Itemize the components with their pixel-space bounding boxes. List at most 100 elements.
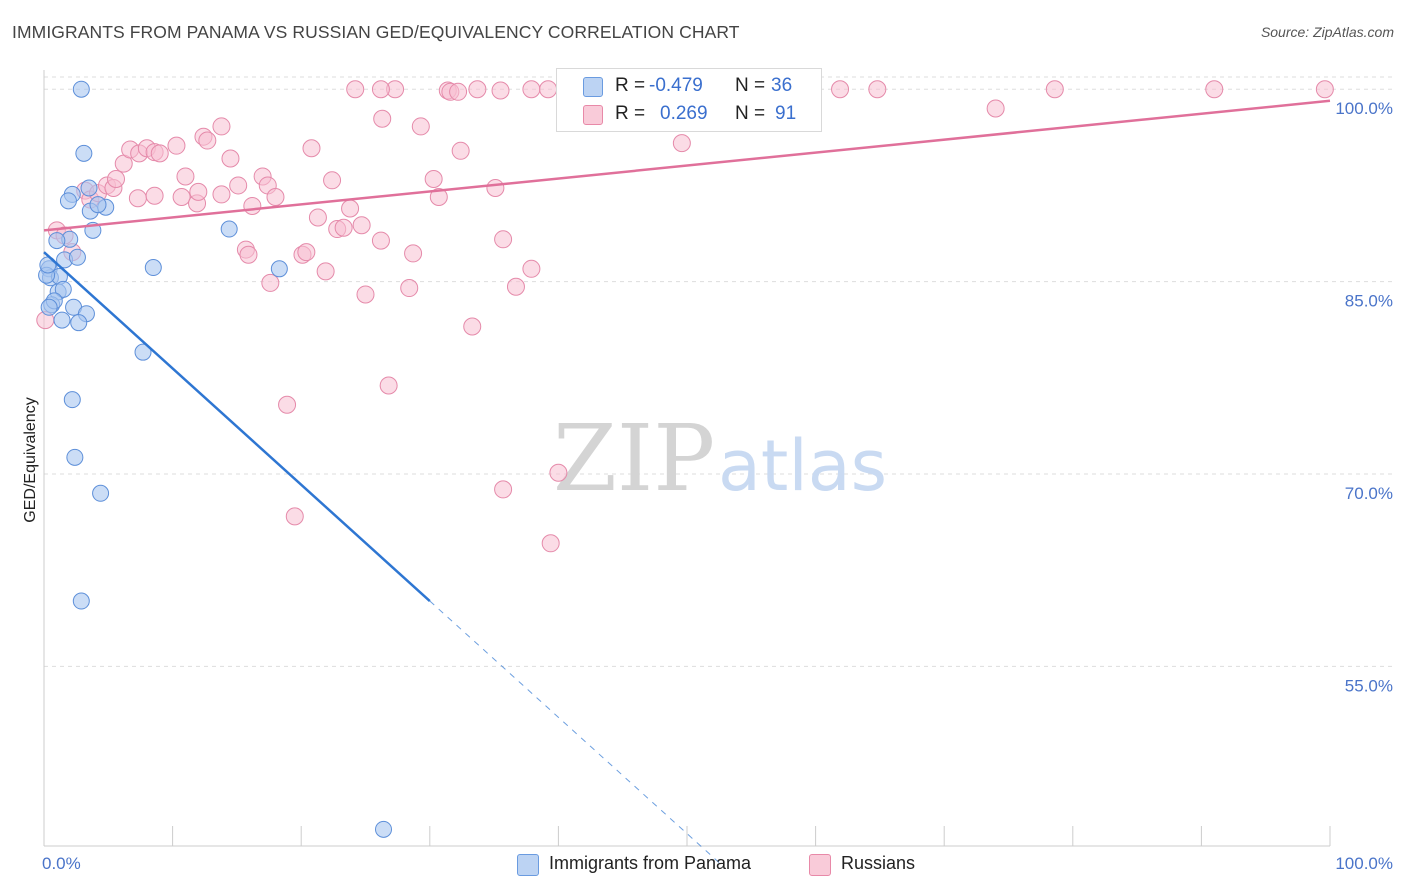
russians-point — [243, 196, 262, 215]
russians-point — [334, 218, 353, 237]
russians-point — [424, 170, 443, 189]
panama-point — [40, 298, 58, 316]
russians-point — [278, 395, 297, 414]
russians-point — [172, 187, 191, 206]
russians-point — [371, 80, 390, 99]
legend-n-value: 91 — [775, 103, 797, 124]
russians-point — [429, 187, 448, 206]
chart-title: IMMIGRANTS FROM PANAMA VS RUSSIAN GED/EQ… — [12, 22, 740, 42]
russians-point — [285, 507, 304, 526]
russians-point — [221, 149, 240, 168]
correlation-legend: R = -0.479 N = 36 R = 0.269 N = 91 — [556, 68, 822, 132]
legend-r-value: -0.479 — [649, 75, 703, 96]
watermark-atlas: atlas — [718, 425, 887, 507]
legend-row-panama: R = -0.479 N = 36 — [557, 72, 821, 100]
russians-point — [212, 185, 231, 204]
russians-point — [404, 244, 423, 263]
legend-r-label: R = — [615, 75, 646, 96]
russians-point — [831, 80, 850, 99]
russians-points — [36, 80, 1334, 553]
legend-n-label: N = — [735, 75, 766, 96]
russians-point — [541, 534, 560, 553]
legend-row-russians: R = 0.269 N = 91 — [557, 100, 821, 128]
russians-point — [198, 131, 217, 150]
panama-trend-line — [43, 251, 431, 602]
bottom-legend-label: Russians — [841, 853, 916, 873]
russians-point — [1205, 80, 1224, 99]
russians-point — [539, 80, 558, 99]
russians-point — [494, 230, 513, 249]
russians-point — [1315, 80, 1334, 99]
russians-point — [308, 208, 327, 227]
panama-point — [72, 80, 90, 98]
y-axis-label: GED/Equivalency — [22, 397, 39, 522]
russians-point — [150, 144, 169, 163]
russians-point — [316, 262, 335, 281]
panama-point — [59, 192, 77, 210]
panama-point — [134, 343, 152, 361]
russians-point — [451, 141, 470, 160]
russians-point — [371, 231, 390, 250]
tick-label-layer: 55.0% 70.0% 85.0% 100.0% 0.0% 100.0% — [42, 99, 1393, 873]
panama-point — [54, 280, 72, 298]
russians-point — [468, 80, 487, 99]
russians-point — [672, 134, 691, 153]
panama-point — [63, 391, 81, 409]
russians-point — [868, 80, 887, 99]
panama-points — [38, 80, 393, 838]
grid-layer — [44, 76, 1393, 667]
legend-swatch-russians — [583, 105, 603, 125]
russians-point — [506, 277, 525, 296]
russians-point — [297, 243, 316, 262]
y-tick-label: 55.0% — [1345, 676, 1393, 695]
bottom-swatch-panama — [517, 854, 539, 876]
y-tick-label: 100.0% — [1335, 99, 1393, 118]
panama-trend-extension — [429, 600, 720, 864]
watermark-zip: ZIP — [553, 405, 715, 512]
panama-point — [220, 220, 238, 238]
russians-point — [352, 216, 371, 235]
russians-point — [302, 139, 321, 158]
panama-point — [80, 179, 98, 197]
russians-point — [486, 179, 505, 198]
legend-swatch-panama — [583, 77, 603, 97]
panama-point — [66, 448, 84, 466]
russians-point — [346, 80, 365, 99]
russians-point — [449, 82, 468, 101]
russians-point — [986, 99, 1005, 118]
russians-point — [266, 187, 285, 206]
russians-point — [494, 480, 513, 499]
x-tick-label: 0.0% — [42, 854, 81, 873]
russians-point — [212, 117, 231, 136]
russians-point — [373, 109, 392, 128]
russians-point — [463, 317, 482, 336]
russians-point — [1045, 80, 1064, 99]
russians-point — [128, 189, 147, 208]
russians-point — [379, 376, 398, 395]
russians-point — [522, 259, 541, 278]
bottom-swatch-russians — [809, 854, 831, 876]
panama-point — [92, 484, 110, 502]
russians-point — [341, 199, 360, 218]
legend-r-label: R = — [615, 103, 646, 124]
russians-point — [229, 176, 248, 195]
source-credit: Source: ZipAtlas.com — [1260, 24, 1394, 40]
legend-n-label: N = — [735, 103, 766, 124]
russians-point — [189, 182, 208, 201]
panama-point — [89, 196, 107, 214]
russians-point — [107, 170, 126, 189]
axis-layer — [43, 70, 1331, 847]
panama-point — [270, 260, 288, 278]
russians-point — [411, 117, 430, 136]
panama-point — [375, 820, 393, 838]
russians-trend-line — [43, 99, 1331, 232]
russians-point — [167, 136, 186, 155]
x-tick-label: 100.0% — [1335, 854, 1393, 873]
panama-point — [68, 248, 86, 266]
russians-point — [491, 81, 510, 100]
legend-r-value: 0.269 — [660, 103, 708, 124]
russians-point — [522, 80, 541, 99]
bottom-legend-label: Immigrants from Panama — [549, 853, 752, 873]
panama-point — [48, 232, 66, 250]
